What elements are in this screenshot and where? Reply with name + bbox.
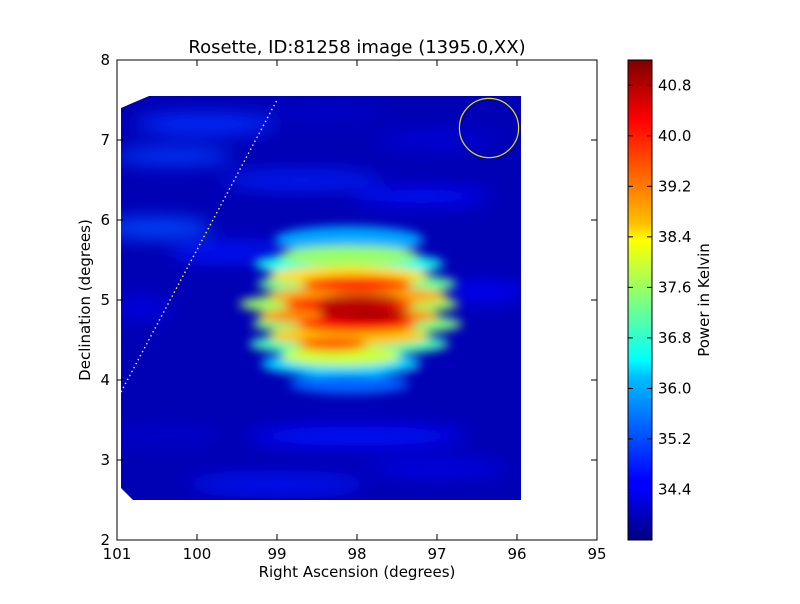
x-tick-label: 95 bbox=[587, 545, 606, 563]
heatmap-image bbox=[121, 96, 521, 500]
colorbar-tick-label: 36.0 bbox=[658, 379, 691, 397]
colorbar-tick-label: 40.8 bbox=[658, 76, 691, 94]
colorbar-tick-label: 38.4 bbox=[658, 228, 691, 246]
y-tick-label: 3 bbox=[100, 451, 110, 469]
source-emission bbox=[239, 226, 462, 394]
colorbar-tick-label: 36.8 bbox=[658, 329, 691, 347]
background-fringes bbox=[121, 106, 521, 492]
x-tick-label: 97 bbox=[427, 545, 446, 563]
x-tick-label: 101 bbox=[103, 545, 132, 563]
y-tick-label: 7 bbox=[100, 131, 110, 149]
y-tick-label: 5 bbox=[100, 291, 110, 309]
chart-title: Rosette, ID:81258 image (1395.0,XX) bbox=[188, 37, 525, 58]
beam-circle bbox=[458, 97, 520, 159]
colorbar-tick-label: 35.2 bbox=[658, 430, 691, 448]
colorbar-tick-label: 40.0 bbox=[658, 127, 691, 145]
x-tick-label: 99 bbox=[267, 545, 286, 563]
x-tick-label: 98 bbox=[347, 545, 366, 563]
x-axis-ticks: 101 100 99 98 97 96 95 bbox=[103, 60, 607, 563]
dotted-line bbox=[120, 99, 278, 393]
colorbar bbox=[627, 59, 653, 541]
y-axis-label: Declination (degrees) bbox=[76, 219, 94, 381]
y-axis-ticks: 2 3 4 5 6 7 8 bbox=[100, 51, 597, 549]
x-tick-label: 100 bbox=[183, 545, 212, 563]
x-axis-label: Right Ascension (degrees) bbox=[259, 563, 456, 581]
colorbar-label: Power in Kelvin bbox=[695, 243, 713, 357]
colorbar-tick-label: 34.4 bbox=[658, 480, 691, 498]
colorbar-tick-label: 39.2 bbox=[658, 177, 691, 195]
y-tick-label: 4 bbox=[100, 371, 110, 389]
y-tick-label: 2 bbox=[100, 531, 110, 549]
colorbar-tick-label: 37.6 bbox=[658, 278, 691, 296]
colorbar-ticks: 34.4 35.2 36.0 36.8 37.6 38.4 39.2 40.0 40.8 bbox=[628, 76, 691, 498]
y-tick-label: 8 bbox=[100, 51, 110, 69]
y-tick-label: 6 bbox=[100, 211, 110, 229]
x-tick-label: 96 bbox=[507, 545, 526, 563]
